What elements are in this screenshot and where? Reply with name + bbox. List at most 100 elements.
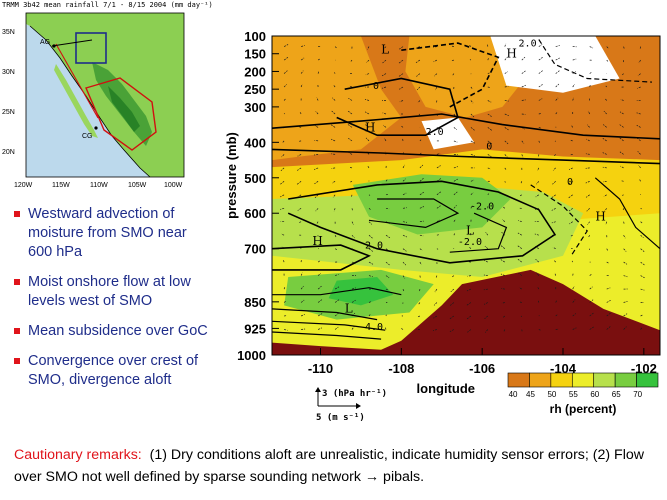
contour-line [538,39,652,83]
wind-vector [603,180,607,183]
wind-vector [283,84,287,88]
bullet-square-icon [14,211,20,217]
wind-vector [470,205,473,209]
y-tick-label: 500 [244,171,266,186]
wind-vector [504,167,507,171]
wind-vector [623,326,627,330]
colorbar-swatch [636,372,659,388]
wind-vector [640,327,643,330]
wind-vector [552,247,556,250]
wind-vector [570,139,573,142]
high-low-marker: H [595,209,605,223]
wind-vector [504,154,508,158]
bullet-square-icon [14,328,20,334]
wind-vector [347,110,353,115]
colorbar-swatch [614,372,637,388]
wind-vector [602,124,607,128]
map-lon-label: 120W [14,182,33,189]
wind-vector [572,58,577,61]
map-title: TRMM 3b42 mean rainfall 7/1 - 8/15 2004 … [2,1,213,9]
wind-vector [470,100,474,104]
wind-vector [351,194,353,197]
wind-vector [640,207,642,210]
wind-vector [623,235,626,239]
wind-vector [572,83,575,88]
wind-vector [589,326,594,330]
wind-vector [317,299,323,303]
wind-vector [500,245,506,249]
wind-vector [332,181,336,184]
wind-vector [620,99,624,101]
contour-label: 0 [567,177,573,188]
wind-vector [282,140,285,143]
wind-vector [317,285,322,290]
wind-vector [569,154,573,156]
wind-vector [572,313,577,317]
wind-vector [334,248,338,251]
wind-vector [623,300,628,303]
wind-vector [365,124,370,128]
wind-vector [468,261,471,263]
wind-vector [436,234,440,236]
wind-vector [368,313,372,317]
wind-vector [470,179,475,182]
wind-vector [453,191,458,196]
wind-vector [504,85,509,88]
bullet-item: Moist onshore flow at low levels west of… [14,273,210,311]
wind-vector [385,261,390,266]
wind-vector [350,180,353,183]
wind-vector [402,248,407,252]
wind-vector [536,272,540,276]
wind-vector [419,220,424,223]
wind-vector [316,97,319,101]
wind-vector [419,191,424,196]
wind-vector [351,299,356,303]
wind-vector [450,45,454,47]
wind-vector [384,327,387,330]
wind-vector [281,154,285,158]
wind-vector [299,112,302,115]
wind-vector [385,275,390,279]
wind-vector [416,73,421,77]
wind-vector [452,73,455,76]
wind-vector [333,208,336,212]
bullet-text: Mean subsidence over GoC [28,323,208,339]
rh-shading [272,36,660,355]
terrain [272,269,660,355]
wind-vector [382,46,387,50]
wind-vector [417,315,421,318]
wind-vector [536,286,540,290]
high-low-marker: H [506,46,516,60]
wind-vector [436,165,441,169]
bullet-text: Westward advection of moisture from SMO … [28,206,187,260]
wind-vector [619,111,624,115]
map-box-blue [75,32,107,64]
wind-vector [502,219,506,222]
wind-vector [623,46,625,50]
wind-vector [283,44,289,47]
colorbar-level-label: 60 [590,390,599,399]
colorbar-swatch [571,372,595,388]
wind-vector [368,221,373,225]
wind-vector [487,167,491,170]
wind-vector [504,71,508,74]
wind-vector [504,113,509,117]
wind-vector [536,181,540,185]
wind-vector [555,45,560,47]
wind-vector [381,86,387,89]
bullet-list: Westward advection of moisture from SMO … [14,205,210,401]
wind-vector [470,192,474,196]
wind-vector [347,124,353,128]
wind-vector [587,221,590,225]
wind-vector [639,46,641,50]
y-tick-label: 100 [244,30,266,44]
wind-vector [535,194,540,198]
wind-vector [350,59,353,62]
wind-key-arrowhead [315,387,321,392]
wind-vector [504,100,509,102]
wind-vector [402,261,407,266]
wind-vector [503,206,506,209]
remarks-label: Cautionary remarks: [14,447,142,463]
wind-vector [314,154,319,156]
wind-vector [605,221,608,225]
